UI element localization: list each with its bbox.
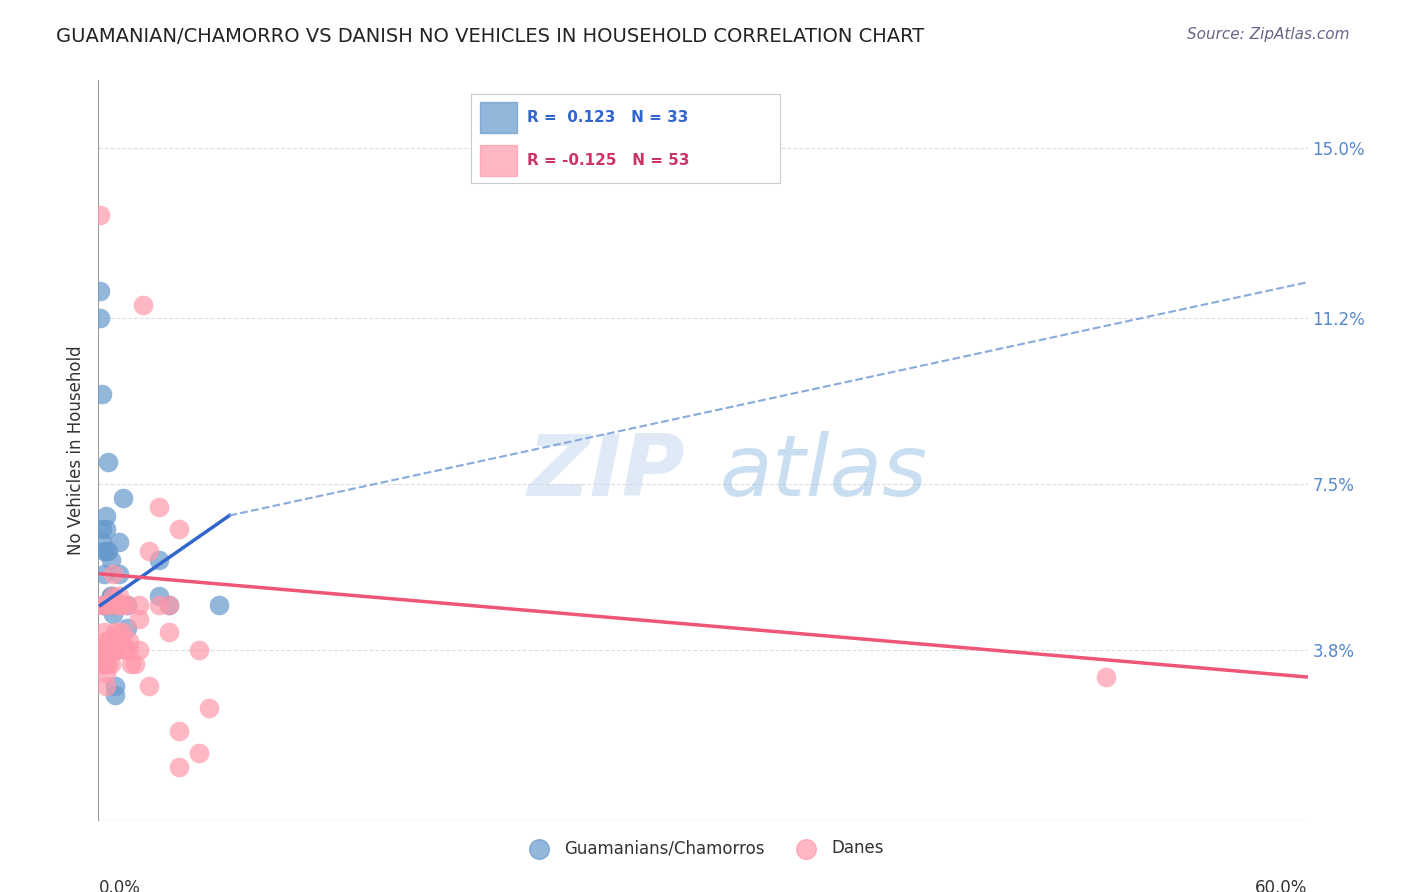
Point [96,679,118,693]
Point [148,599,170,613]
Point [107,625,129,640]
Point [111,625,134,640]
Point [111,491,134,505]
Bar [481,145,517,176]
Point [188,747,211,761]
Point [96,665,118,680]
Point [103,643,125,657]
Point [93,544,115,558]
Point [89,311,111,326]
Point [132,298,155,312]
Point [91,387,114,401]
Point [91,599,114,613]
Point [128,599,150,613]
Point [93,599,115,613]
Point [100,643,122,657]
Point [91,657,114,671]
Point [105,643,128,657]
Point [91,522,114,536]
Text: R =  0.123   N = 33: R = 0.123 N = 33 [527,111,688,125]
Point [103,679,125,693]
Point [103,625,125,640]
Point [128,643,150,657]
Text: ZIP: ZIP [527,431,685,514]
Point [93,643,115,657]
Point [103,643,125,657]
Point [91,535,114,549]
Point [91,643,114,657]
Point [128,42,150,56]
Point [103,688,125,702]
Point [100,589,122,603]
Point [115,599,138,613]
Point [107,535,129,549]
Point [97,455,120,469]
Point [1095,670,1118,684]
Point [115,599,138,613]
Point [89,284,111,298]
Point [97,634,120,648]
Point [101,599,124,613]
Y-axis label: No Vehicles in Household: No Vehicles in Household [66,345,84,556]
Text: atlas: atlas [720,431,928,514]
Point [101,589,124,603]
Point [167,760,190,774]
Point [148,553,170,567]
Point [96,544,118,558]
Point [100,553,122,567]
Legend: Guamanians/Chamorros, Danes: Guamanians/Chamorros, Danes [516,833,890,864]
Point [107,599,129,613]
Point [93,657,115,671]
Point [167,723,190,738]
Point [148,589,170,603]
Point [208,599,231,613]
Point [138,679,160,693]
Point [118,634,141,648]
Point [96,508,118,523]
Point [107,589,129,603]
Point [100,589,122,603]
Point [120,657,142,671]
Point [115,621,138,635]
Point [101,566,124,581]
Point [198,701,221,715]
Point [96,522,118,536]
Point [157,599,180,613]
Text: 60.0%: 60.0% [1256,879,1308,892]
Point [128,612,150,626]
Text: R = -0.125   N = 53: R = -0.125 N = 53 [527,153,689,168]
Point [111,599,134,613]
Point [157,599,180,613]
Text: 0.0%: 0.0% [98,879,141,892]
Point [97,657,120,671]
Point [97,643,120,657]
Point [114,643,136,657]
Point [111,634,134,648]
Point [89,208,111,222]
Point [93,599,115,613]
Text: GUAMANIAN/CHAMORRO VS DANISH NO VEHICLES IN HOUSEHOLD CORRELATION CHART: GUAMANIAN/CHAMORRO VS DANISH NO VEHICLES… [56,27,925,45]
Bar [481,102,517,133]
Point [93,599,115,613]
Point [148,500,170,514]
Point [96,634,118,648]
Point [100,657,122,671]
Point [118,643,141,657]
Point [93,625,115,640]
Point [167,522,190,536]
Point [138,544,160,558]
Point [97,599,120,613]
Point [93,566,115,581]
Point [124,657,146,671]
Point [188,643,211,657]
Point [101,607,124,622]
Point [128,29,150,43]
Text: Source: ZipAtlas.com: Source: ZipAtlas.com [1187,27,1350,42]
Point [96,657,118,671]
Point [107,566,129,581]
Point [97,544,120,558]
Point [103,599,125,613]
Point [157,625,180,640]
